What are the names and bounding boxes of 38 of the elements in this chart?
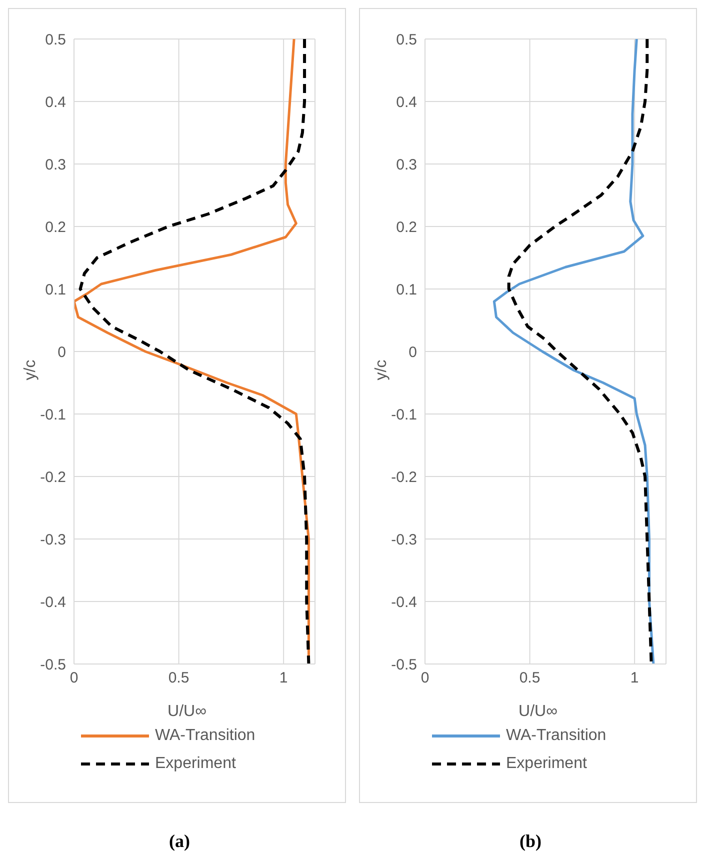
y-axis-title: y/c — [22, 360, 40, 380]
y-tick-label: 0.2 — [396, 218, 417, 236]
x-tick-label: 0 — [420, 670, 430, 687]
text: (a) — [168, 831, 191, 852]
x-tick-label: 0.5 — [168, 670, 190, 687]
y-axis-title: y/c — [373, 360, 392, 380]
y-tick-label: -0.4 — [40, 594, 66, 611]
x-tick-label: 1 — [630, 670, 639, 687]
legend-label: WA-Transition — [506, 727, 606, 745]
y-tick-label: -0.1 — [391, 406, 417, 424]
y-tick-label: 0.5 — [396, 31, 417, 48]
y-tick-label: 0.4 — [45, 94, 66, 111]
y-tick-label: 0.1 — [396, 281, 417, 298]
x-tick-label: 0.5 — [519, 670, 540, 687]
y-tick-label: -0.5 — [391, 656, 417, 674]
y-tick-label: -0.2 — [40, 468, 66, 486]
x-axis-title: U/U∞ — [518, 703, 558, 721]
y-tick-label: 0.3 — [396, 156, 417, 174]
y-tick-label: -0.1 — [40, 406, 66, 424]
y-tick-label: -0.5 — [40, 656, 66, 674]
y-tick-label: -0.2 — [391, 468, 417, 486]
y-tick-label: -0.3 — [391, 531, 417, 548]
y-tick-label: 0 — [58, 344, 66, 361]
x-axis-title: U/U∞ — [166, 703, 208, 721]
y-tick-label: 0.1 — [45, 281, 66, 298]
y-tick-label: 0.3 — [45, 156, 66, 174]
y-tick-label: 0.4 — [396, 94, 417, 111]
x-tick-label: 1 — [279, 670, 288, 687]
x-tick-label: 0 — [70, 670, 78, 687]
text: (b) — [518, 831, 542, 852]
y-tick-label: 0.5 — [45, 31, 66, 48]
legend-label: WA-Transition — [155, 727, 256, 745]
y-tick-label: 0.2 — [45, 218, 66, 236]
y-tick-label: -0.4 — [391, 594, 417, 611]
y-tick-label: 0 — [408, 344, 417, 361]
legend-label: Experiment — [155, 755, 236, 773]
y-tick-label: -0.3 — [40, 531, 66, 548]
legend-label: Experiment — [506, 755, 587, 773]
